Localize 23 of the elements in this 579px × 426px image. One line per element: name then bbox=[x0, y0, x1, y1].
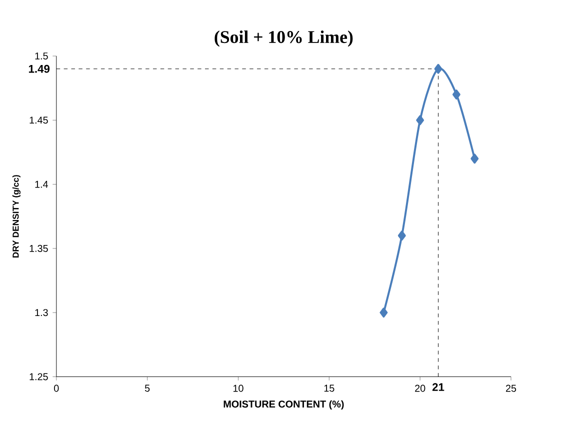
x-tick-label: 0 bbox=[54, 384, 59, 392]
y-tick-label: 1.4 bbox=[35, 180, 48, 188]
x-axis-title: MOISTURE CONTENT (%) bbox=[224, 400, 344, 410]
y-tick-label: 1.3 bbox=[35, 309, 48, 316]
x-tick-label: 20 bbox=[415, 384, 426, 392]
ref-line-label: 1.49 bbox=[28, 64, 50, 73]
y-axis-title: DRY DENSITY (g/cc) bbox=[12, 175, 21, 258]
chart-title: (Soil + 10% Lime) bbox=[214, 30, 353, 47]
y-tick-label: 1.25 bbox=[30, 373, 48, 380]
x-tick-label: 5 bbox=[144, 384, 150, 392]
point bbox=[398, 230, 406, 241]
y-tick-label: 1.35 bbox=[30, 244, 48, 252]
ref-line-label: 21 bbox=[432, 383, 444, 391]
point bbox=[434, 64, 442, 74]
x-tick-label: 10 bbox=[233, 384, 244, 392]
point bbox=[380, 308, 388, 318]
point bbox=[416, 115, 424, 126]
x-tick-label: 15 bbox=[324, 384, 334, 392]
x-tick-label: 25 bbox=[506, 384, 516, 392]
point bbox=[470, 154, 479, 164]
point bbox=[452, 90, 460, 100]
y-tick-label: 1.5 bbox=[35, 52, 48, 60]
y-tick-label: 1.45 bbox=[30, 116, 48, 124]
